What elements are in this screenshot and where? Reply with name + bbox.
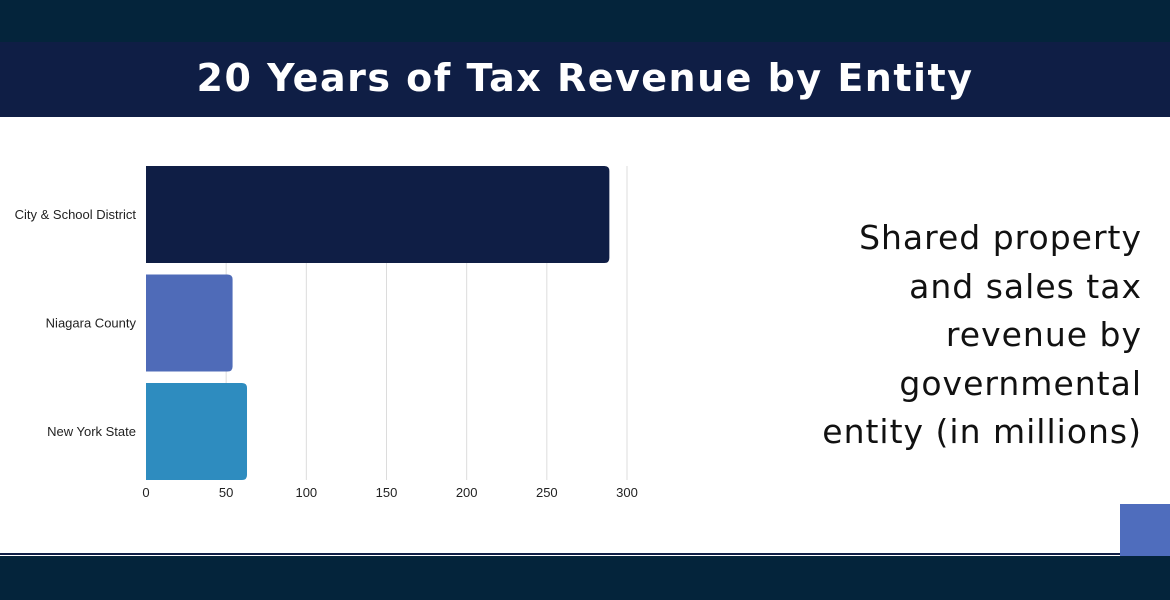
category-label: New York State — [47, 424, 136, 439]
top-band — [0, 0, 1170, 42]
x-tick-label: 0 — [142, 485, 149, 500]
title-bar: 20 Years of Tax Revenue by Entity — [0, 42, 1170, 117]
accent-square — [1120, 504, 1170, 556]
x-tick-label: 50 — [219, 485, 233, 500]
category-labels: City & School District Niagara County New … — [15, 207, 137, 439]
x-tick-label: 100 — [295, 485, 317, 500]
category-label: City & School District — [15, 207, 137, 222]
bar — [146, 166, 610, 263]
x-tick-label: 200 — [456, 485, 478, 500]
footer-rule — [0, 553, 1120, 555]
bar — [146, 274, 233, 372]
chart-caption: Shared property and sales tax revenue by… — [822, 218, 1142, 451]
bottom-band — [0, 556, 1170, 600]
bars — [146, 166, 610, 480]
bar — [146, 383, 248, 480]
category-label: Niagara County — [46, 316, 137, 331]
x-tick-label: 150 — [376, 485, 398, 500]
page-title: 20 Years of Tax Revenue by Entity — [196, 55, 974, 100]
x-axis-ticks: 0 50 100 150 200 250 300 — [142, 485, 637, 500]
x-tick-label: 300 — [616, 485, 638, 500]
x-tick-label: 250 — [536, 485, 558, 500]
